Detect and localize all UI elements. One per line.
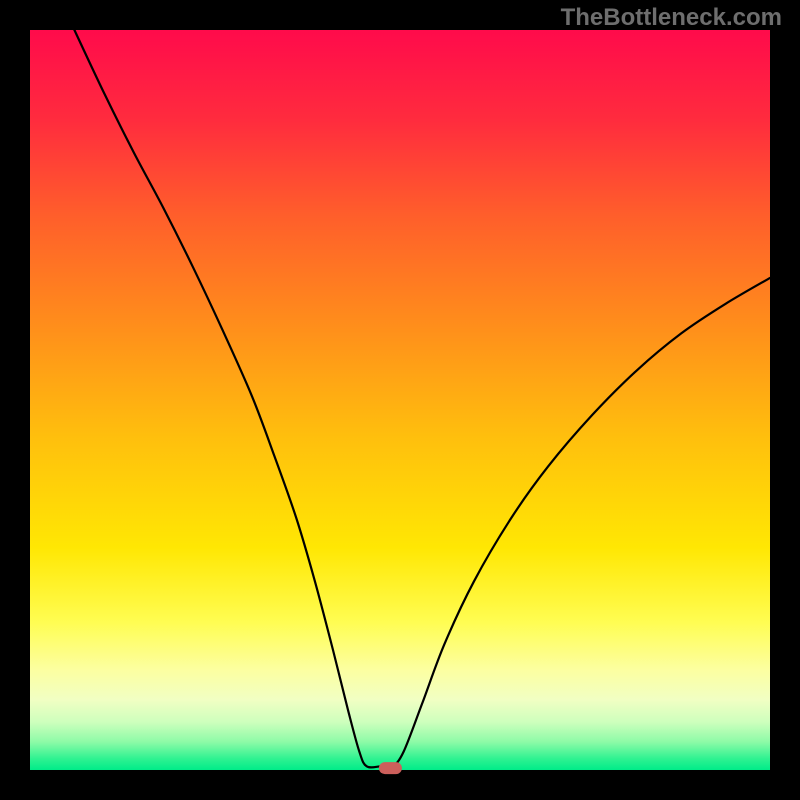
bottleneck-curve [0, 0, 800, 800]
optimal-point-marker [379, 762, 401, 774]
